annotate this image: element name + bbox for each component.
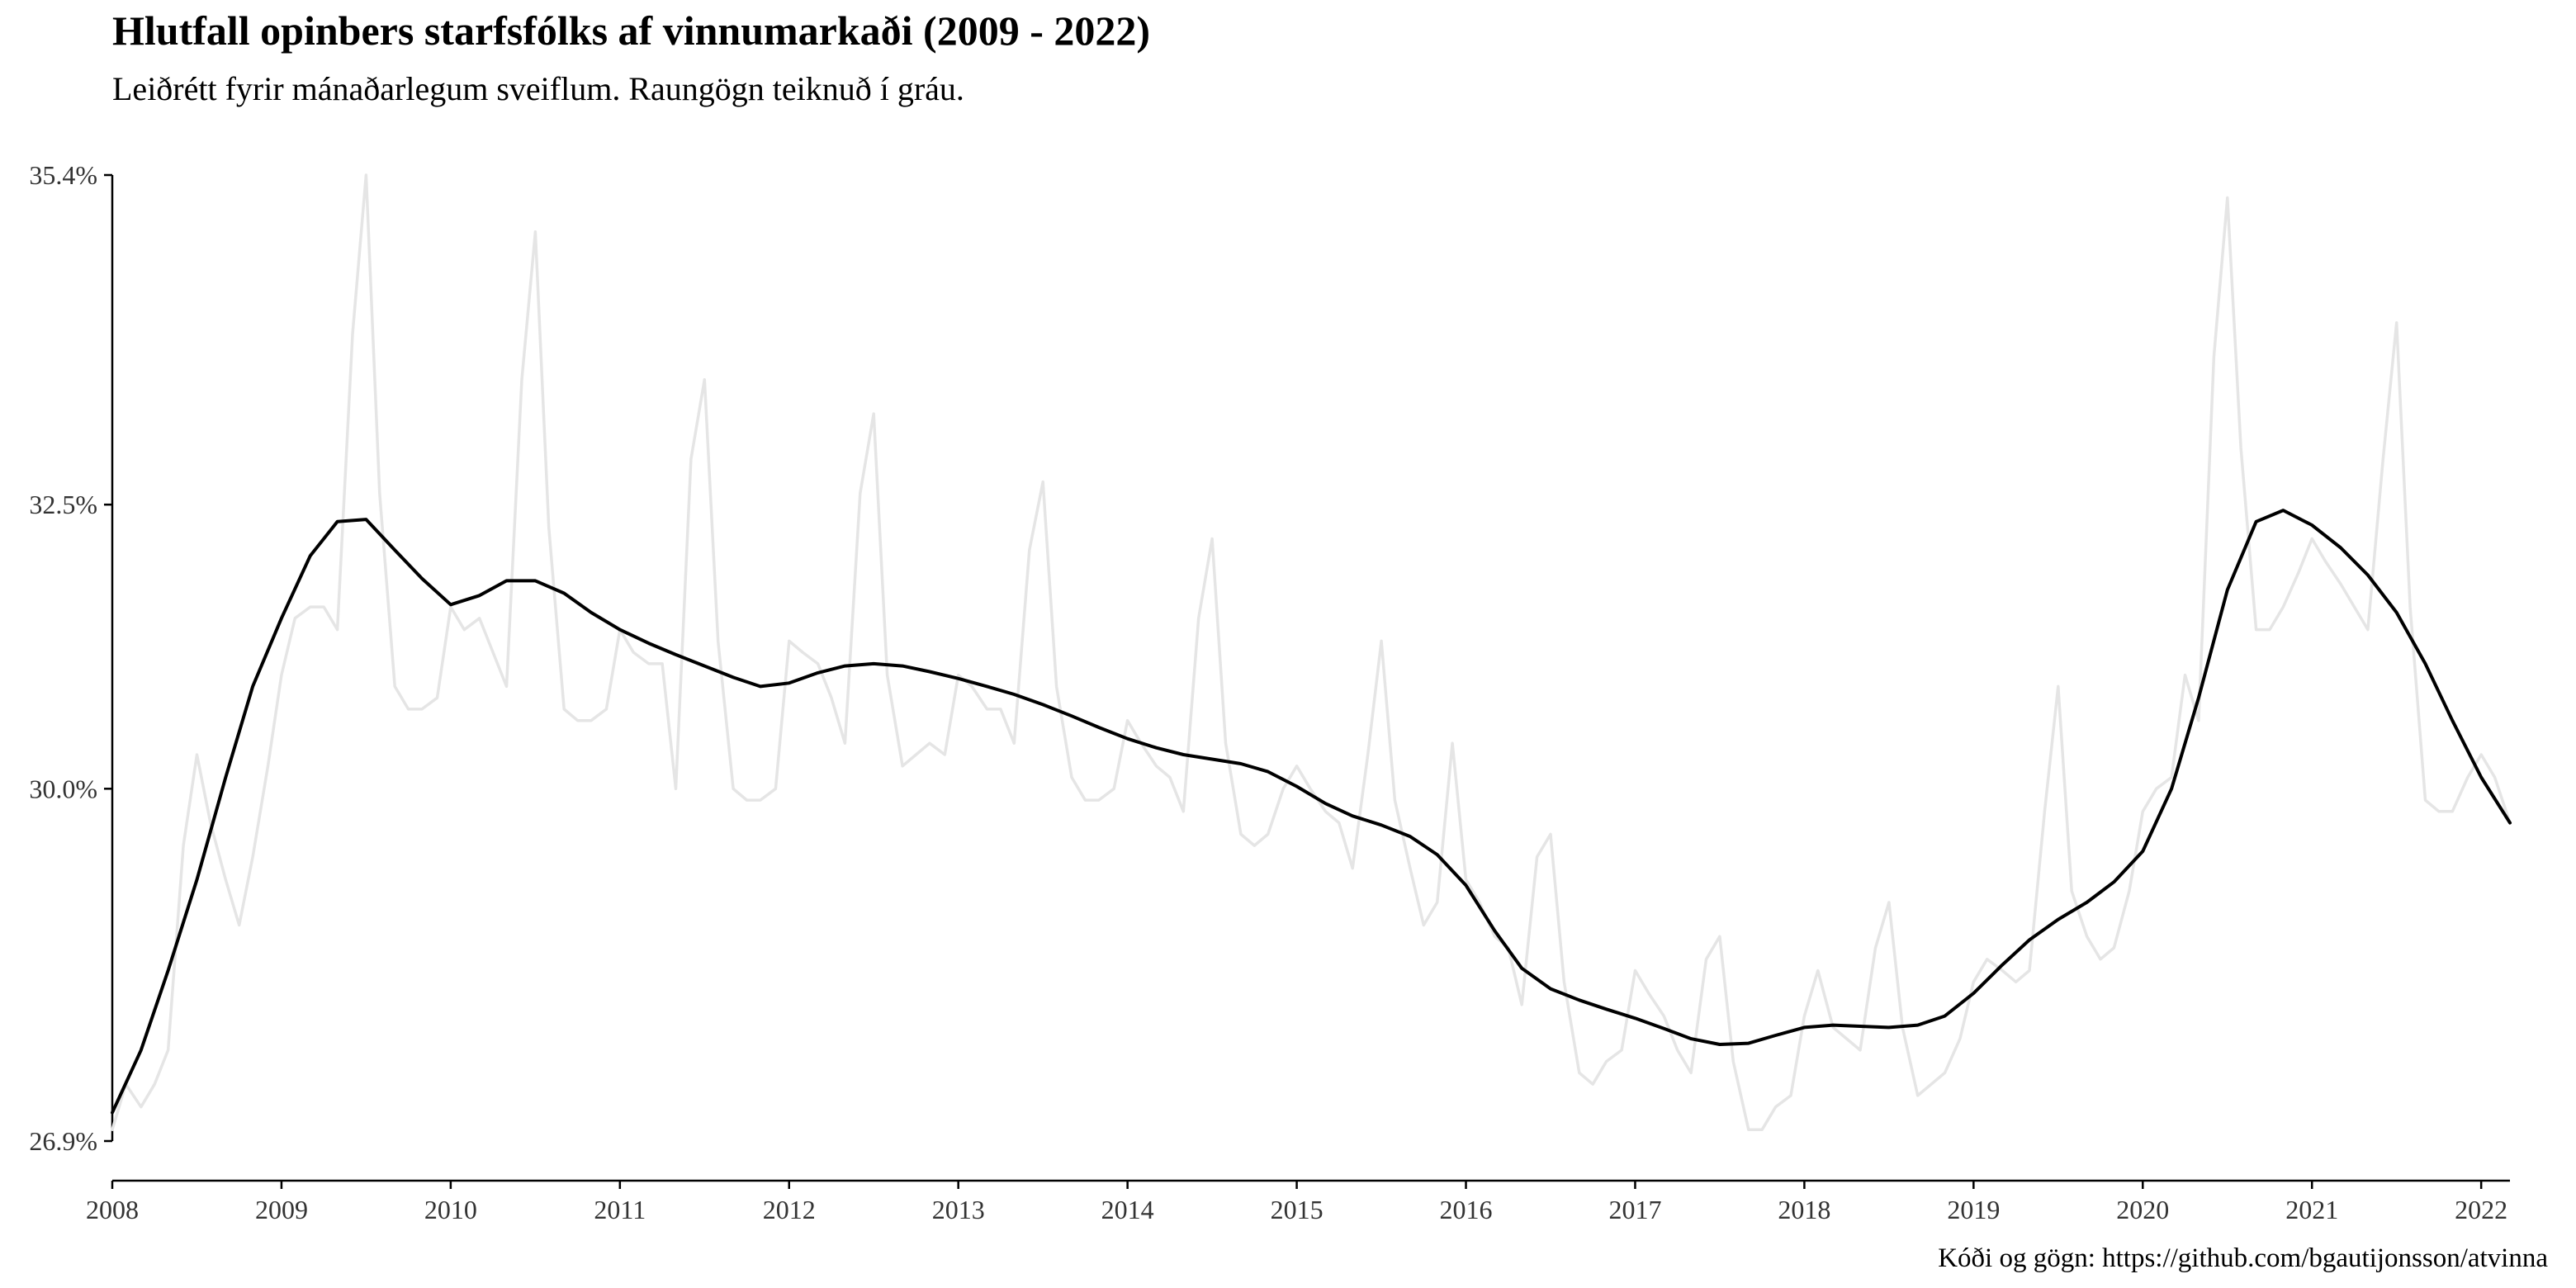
- x-tick-label: 2009: [255, 1195, 308, 1224]
- y-tick-label: 35.4%: [29, 160, 97, 190]
- x-tick-label: 2014: [1101, 1195, 1154, 1224]
- y-tick-label: 30.0%: [29, 774, 97, 803]
- x-tick-label: 2011: [594, 1195, 646, 1224]
- x-tick-label: 2019: [1947, 1195, 2000, 1224]
- chart-title: Hlutfall opinbers starfsfólks af vinnuma…: [112, 7, 1151, 54]
- y-tick-label: 32.5%: [29, 490, 97, 519]
- x-tick-label: 2016: [1440, 1195, 1493, 1224]
- x-tick-label: 2018: [1778, 1195, 1830, 1224]
- x-tick-label: 2021: [2285, 1195, 2338, 1224]
- x-axis: 2008 2009 2010 2011 2012 2013 2014 2015 2016 2017…: [86, 1179, 2510, 1224]
- x-tick-label: 2020: [2116, 1195, 2169, 1224]
- x-tick-label: 2017: [1608, 1195, 1661, 1224]
- trend-line: [111, 509, 2512, 1115]
- x-tick-label: 2015: [1271, 1195, 1324, 1224]
- x-tick-label: 2008: [86, 1195, 139, 1224]
- y-tick-label: 26.9%: [29, 1126, 97, 1156]
- x-tick-label: 2022: [2455, 1195, 2507, 1224]
- chart-caption: Kóði og gögn: https://github.com/bgautij…: [1938, 1243, 2548, 1273]
- series-layer: [111, 173, 2512, 1131]
- x-tick-label: 2012: [763, 1195, 816, 1224]
- chart-subtitle: Leiðrétt fyrir mánaðarlegum sveiflum. Ra…: [112, 70, 964, 107]
- x-tick-label: 2010: [424, 1195, 477, 1224]
- y-axis: 26.9% 30.0% 32.5% 35.4%: [29, 160, 114, 1156]
- raw-data-line: [111, 173, 2512, 1131]
- x-tick-label: 2013: [932, 1195, 985, 1224]
